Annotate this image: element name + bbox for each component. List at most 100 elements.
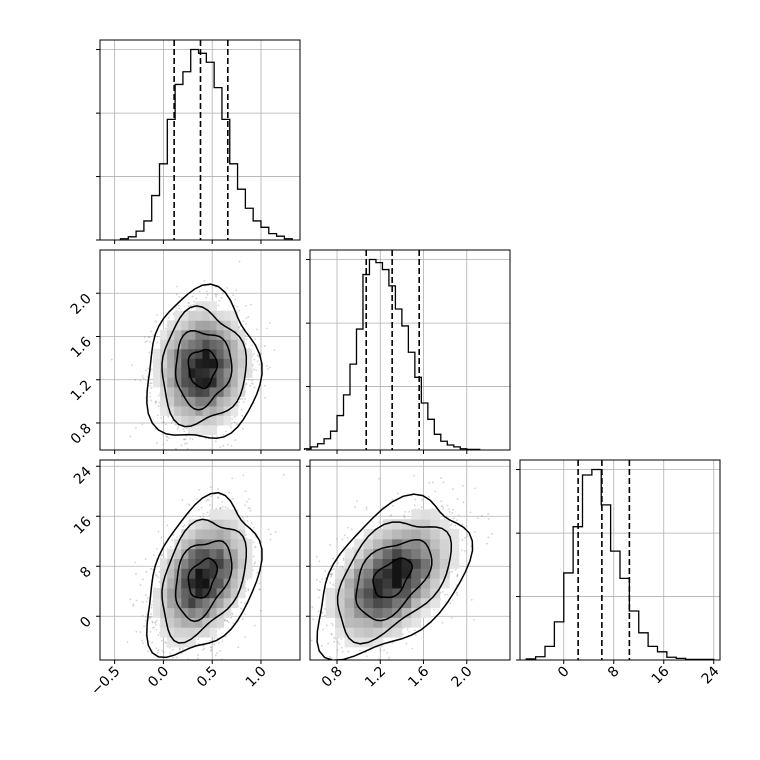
scatter-point	[265, 327, 268, 330]
scatter-point	[149, 340, 151, 343]
scatter-point	[181, 648, 184, 650]
density-cell	[230, 320, 239, 331]
scatter-point	[197, 657, 199, 660]
scatter-point	[245, 500, 248, 503]
density-cell	[223, 396, 232, 407]
scatter-point	[238, 260, 241, 263]
density-cell	[195, 424, 203, 435]
scatter-point	[153, 626, 155, 629]
scatter-point	[242, 474, 245, 477]
scatter-point	[151, 626, 154, 629]
density-cell	[209, 377, 218, 388]
scatter-point	[141, 578, 144, 581]
histogram-bin	[253, 221, 261, 240]
density-cell	[209, 396, 218, 407]
scatter-point	[252, 555, 255, 558]
scatter-point	[243, 602, 246, 604]
density-cell	[209, 405, 218, 416]
density-cell	[181, 415, 189, 426]
histogram-bin	[441, 441, 447, 450]
scatter-point	[268, 366, 271, 369]
scatter-point	[161, 554, 164, 556]
scatter-point	[248, 451, 250, 453]
density-cell	[195, 405, 203, 416]
scatter-point	[215, 295, 218, 298]
scatter-point	[196, 662, 198, 664]
density-cell	[195, 415, 203, 426]
scatter-point	[182, 428, 185, 431]
density-cell	[230, 329, 239, 340]
pair-content	[310, 474, 493, 660]
density-cell	[202, 367, 210, 378]
scatter-point	[154, 573, 157, 576]
scatter-point	[258, 582, 261, 585]
scatter-point	[213, 643, 216, 646]
scatter-point	[162, 443, 165, 446]
scatter-point	[263, 345, 266, 347]
scatter-point	[214, 440, 217, 443]
scatter-point	[187, 503, 190, 506]
contour-line	[146, 283, 263, 440]
scatter-point	[147, 367, 149, 370]
scatter-point	[178, 647, 181, 650]
histogram-bin	[261, 227, 269, 240]
density-cell	[202, 396, 210, 407]
scatter-point	[203, 279, 206, 282]
scatter-point	[248, 507, 251, 510]
scatter-point	[183, 438, 185, 441]
density-cell	[188, 339, 196, 350]
scatter-point	[217, 497, 220, 499]
histogram-bin	[144, 221, 152, 240]
scatter-point	[183, 664, 185, 666]
scatter-point	[168, 437, 170, 439]
scatter-point	[253, 386, 256, 389]
scatter-point	[246, 578, 249, 581]
scatter-point	[186, 442, 188, 445]
scatter-point	[156, 619, 159, 622]
scatter-point	[256, 360, 259, 363]
scatter-point	[165, 642, 168, 644]
scatter-point	[151, 620, 154, 623]
scatter-point	[167, 496, 169, 498]
scatter-point	[221, 500, 224, 503]
scatter-point	[205, 296, 208, 299]
scatter-point	[169, 546, 172, 548]
density-cell	[216, 396, 225, 407]
density-cell	[195, 377, 203, 388]
scatter-point	[188, 302, 191, 305]
scatter-point	[202, 515, 205, 518]
scatter-point	[156, 341, 159, 344]
histogram-bin	[592, 470, 601, 660]
density-cell	[188, 405, 196, 416]
density-cell	[202, 358, 210, 369]
histogram-frame-0	[99, 39, 301, 241]
scatter-point	[154, 621, 157, 624]
density-cell	[167, 367, 175, 378]
scatter-point	[241, 618, 244, 620]
scatter-point	[245, 338, 248, 341]
density-cell	[195, 396, 203, 407]
scatter-point	[224, 618, 227, 621]
histogram-bin	[238, 189, 246, 240]
scatter-point	[247, 507, 250, 510]
scatter-point	[157, 530, 160, 533]
scatter-point	[150, 330, 153, 333]
scatter-point	[233, 421, 236, 424]
scatter-point	[242, 516, 244, 519]
scatter-point	[135, 599, 138, 602]
density-cell	[237, 358, 246, 369]
density-cell	[188, 358, 196, 369]
scatter-point	[269, 533, 272, 536]
scatter-point	[199, 515, 202, 518]
histogram-bin	[369, 260, 375, 450]
density-cell	[195, 329, 203, 340]
histogram-bin	[376, 263, 382, 450]
density-cell	[188, 377, 196, 388]
density-cell	[181, 396, 189, 407]
scatter-point	[176, 656, 179, 659]
scatter-point	[242, 401, 245, 403]
scatter-point	[200, 506, 203, 509]
scatter-point	[157, 405, 160, 407]
scatter-point	[250, 522, 253, 524]
scatter-point	[154, 621, 157, 623]
